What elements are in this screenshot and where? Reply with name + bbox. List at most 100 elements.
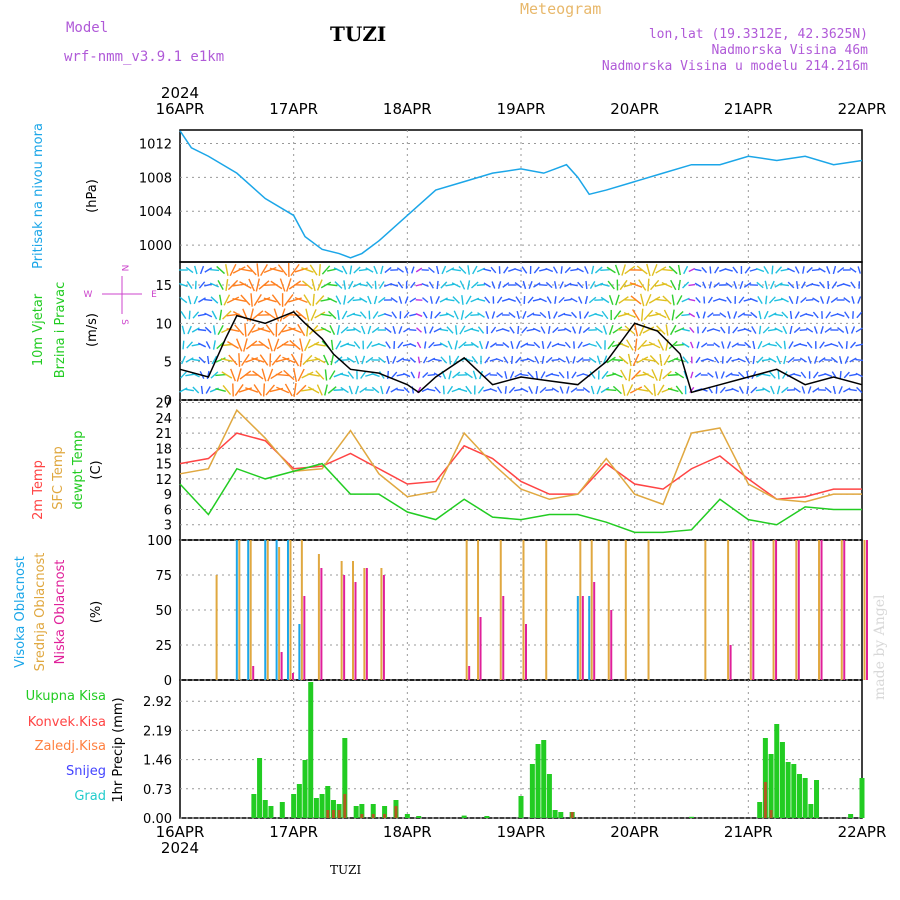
wind-arrow xyxy=(461,295,464,305)
wind-arrow xyxy=(551,342,560,348)
precip-bar-total xyxy=(308,682,314,818)
wind-arrow xyxy=(546,341,552,349)
wind-arrow xyxy=(564,266,571,274)
wind-arrow xyxy=(181,325,186,335)
wind-arrow xyxy=(398,296,403,304)
wind-arrow xyxy=(240,294,251,306)
wind-arrow xyxy=(768,343,777,347)
wind-arrow xyxy=(668,340,678,350)
wind-arrow xyxy=(647,278,650,292)
wind-arrow xyxy=(669,324,677,336)
wind-arrow xyxy=(588,356,597,364)
wind-arrow xyxy=(812,387,820,393)
wind-arrow xyxy=(316,279,323,291)
wind-arrow xyxy=(471,356,479,364)
wind-arrow xyxy=(453,310,459,320)
time-label-bottom: 19APR xyxy=(497,823,546,841)
wind-arrow xyxy=(551,373,560,377)
wind-arrow xyxy=(557,328,566,332)
wind-arrow xyxy=(209,282,219,288)
wind-arrow xyxy=(559,386,564,394)
wind-arrow xyxy=(387,370,389,380)
wind-arrow xyxy=(251,327,265,333)
wind-arrow xyxy=(497,281,502,289)
precip-bar-total xyxy=(330,800,336,818)
wind-arrow xyxy=(508,312,516,318)
wind-arrow xyxy=(658,368,663,382)
wind-arrow xyxy=(819,296,825,304)
wind-arrow xyxy=(552,266,558,274)
wind-arrow xyxy=(596,355,601,365)
wind-arrow xyxy=(324,369,328,381)
wind-arrow xyxy=(643,384,654,396)
cloud-axis-title-low: Niska Oblacnost xyxy=(53,560,68,665)
pressure-axis-title: Pritisak na nivou mora xyxy=(31,123,46,269)
wind-arrow xyxy=(255,278,260,292)
wind-arrow xyxy=(812,311,819,319)
wind-arrow xyxy=(600,296,610,304)
wind-arrow xyxy=(504,386,507,394)
wind-arrow xyxy=(794,311,800,319)
precip-bar-total xyxy=(808,804,814,818)
wind-arrow xyxy=(193,295,199,305)
wind-arrow xyxy=(619,279,628,291)
wind-arrow xyxy=(837,327,845,333)
wind-arrow xyxy=(359,386,368,394)
wind-arrow xyxy=(390,283,399,287)
wind-arrow xyxy=(320,281,332,289)
wind-arrow xyxy=(521,326,528,334)
wind-arrow xyxy=(516,310,520,320)
wind-arrow xyxy=(334,356,343,364)
wind-arrow xyxy=(429,326,434,334)
wind-arrow xyxy=(733,281,738,289)
wind-arrow xyxy=(788,341,794,349)
wind-arrow xyxy=(396,373,405,377)
wind-arrow xyxy=(787,267,795,273)
wind-arrow xyxy=(719,386,726,394)
wind-arrow xyxy=(570,268,578,272)
wind-arrow xyxy=(845,326,849,334)
wind-arrow xyxy=(588,296,597,304)
wind-arrow xyxy=(253,294,262,306)
wind-arrow xyxy=(197,342,207,348)
wind-arrow xyxy=(263,266,277,274)
wind-arrow xyxy=(626,384,634,396)
wind-arrow xyxy=(661,268,673,272)
station-title: TUZI xyxy=(330,22,387,46)
wind-arrow xyxy=(223,294,231,306)
wind-arrow xyxy=(428,281,435,289)
precip-bar-total xyxy=(302,760,308,818)
wind-arrow xyxy=(837,267,845,273)
wind-arrow xyxy=(295,310,307,320)
wind-arrow xyxy=(328,310,337,320)
wind-arrow xyxy=(818,267,826,273)
wind-arrow xyxy=(533,282,541,288)
wind-arrow xyxy=(410,371,416,379)
wind-arrow xyxy=(755,267,765,273)
wind-arrow xyxy=(653,383,656,397)
wind-arrow xyxy=(843,371,850,379)
wind-arrow xyxy=(210,371,219,379)
wind-arrow xyxy=(346,328,356,332)
y-tick-label: 0.00 xyxy=(143,812,172,827)
wind-arrow xyxy=(541,356,545,364)
wind-arrow xyxy=(856,311,863,319)
wind-arrow xyxy=(384,266,392,274)
direction-key-south: S xyxy=(119,319,129,325)
precip-bar-total xyxy=(404,814,410,818)
wind-arrow xyxy=(465,295,472,305)
y-tick-label: 1.46 xyxy=(143,754,172,769)
wind-arrow xyxy=(850,326,856,334)
wind-arrow xyxy=(849,267,857,273)
wind-arrow xyxy=(595,340,603,350)
wind-arrow xyxy=(768,312,777,318)
wind-arrow xyxy=(188,310,191,320)
wind-arrow xyxy=(390,387,398,393)
wind-arrow xyxy=(483,282,491,288)
precip-bar-total xyxy=(382,806,388,818)
wind-arrow xyxy=(849,373,857,377)
wind-arrow xyxy=(346,343,356,347)
y-tick-label: 15 xyxy=(155,279,172,294)
wind-arrow xyxy=(590,385,595,395)
wind-arrow xyxy=(788,296,794,304)
